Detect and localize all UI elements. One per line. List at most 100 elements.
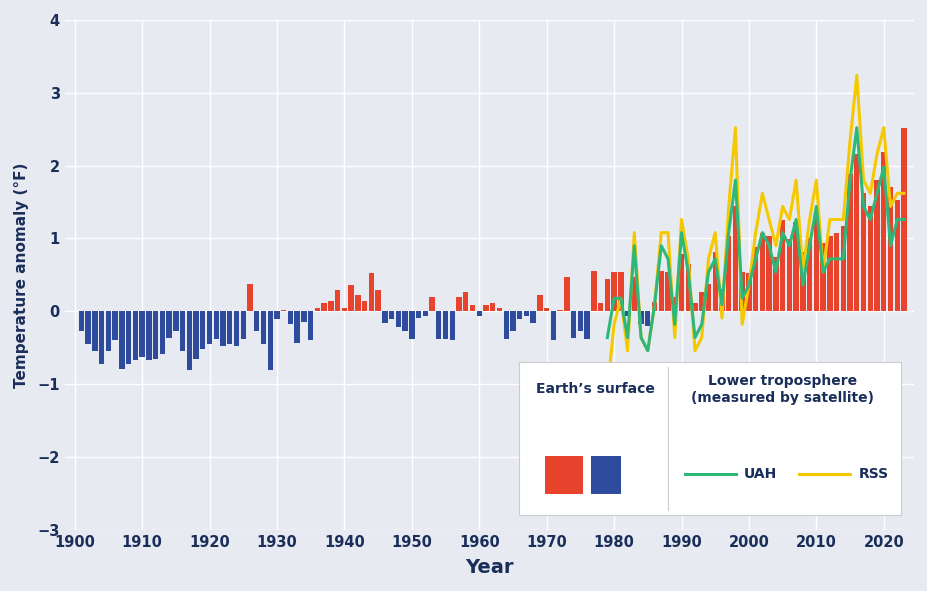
Bar — [388, 311, 394, 319]
X-axis label: Year: Year — [464, 558, 513, 577]
Bar — [604, 278, 609, 311]
Bar — [166, 311, 171, 337]
Bar — [867, 206, 872, 311]
Bar — [786, 239, 792, 311]
Bar — [348, 285, 353, 311]
Bar — [146, 311, 151, 360]
Bar — [281, 310, 286, 311]
Bar — [159, 311, 165, 353]
Text: UAH: UAH — [743, 467, 777, 481]
Bar — [550, 311, 555, 340]
Bar — [409, 311, 414, 339]
FancyBboxPatch shape — [544, 456, 582, 494]
Bar — [321, 303, 326, 311]
Bar — [362, 301, 367, 311]
Bar — [759, 233, 764, 311]
Bar — [638, 311, 643, 324]
Bar — [139, 311, 145, 357]
Bar — [873, 180, 879, 311]
Bar — [193, 311, 198, 359]
Bar — [611, 272, 616, 311]
Bar — [658, 271, 663, 311]
Bar — [678, 254, 683, 311]
Bar — [267, 311, 273, 371]
Bar — [557, 310, 563, 311]
Bar — [510, 311, 515, 331]
Bar — [503, 311, 508, 339]
Bar — [806, 238, 811, 311]
Bar — [644, 311, 650, 326]
Bar — [341, 308, 347, 311]
Bar — [213, 311, 219, 339]
Bar — [200, 311, 205, 349]
Bar — [772, 258, 778, 311]
Bar — [476, 311, 481, 316]
Bar — [220, 311, 225, 346]
Bar — [894, 200, 899, 311]
Bar — [274, 311, 279, 319]
Bar — [624, 311, 629, 316]
Bar — [530, 311, 535, 323]
Bar — [375, 290, 380, 311]
Bar — [240, 311, 246, 339]
Bar — [853, 154, 858, 311]
Bar — [402, 311, 407, 331]
Bar — [745, 274, 751, 311]
Bar — [254, 311, 260, 331]
Bar — [597, 303, 603, 311]
Bar — [355, 296, 361, 311]
Bar — [537, 296, 542, 311]
Bar — [543, 309, 549, 311]
Bar — [846, 174, 852, 311]
Bar — [287, 311, 293, 324]
Bar — [227, 311, 233, 344]
Bar — [766, 236, 771, 311]
Bar — [516, 311, 522, 319]
Bar — [335, 290, 340, 311]
Bar — [833, 233, 838, 311]
Bar — [799, 252, 805, 311]
Bar — [523, 311, 528, 316]
Bar — [819, 243, 825, 311]
Bar — [840, 226, 845, 311]
FancyBboxPatch shape — [518, 362, 900, 515]
Bar — [887, 187, 893, 311]
Bar — [442, 311, 448, 339]
Bar — [813, 217, 819, 311]
Bar — [779, 219, 784, 311]
Bar — [705, 284, 710, 311]
Bar — [99, 311, 104, 364]
Bar — [463, 292, 468, 311]
Bar — [308, 311, 313, 340]
Bar — [570, 311, 576, 337]
Bar — [739, 272, 744, 311]
Bar — [880, 152, 885, 311]
Bar — [725, 236, 730, 311]
Bar — [368, 274, 374, 311]
Bar — [577, 311, 582, 331]
Bar — [826, 236, 832, 311]
Bar — [314, 308, 320, 311]
Bar — [718, 289, 724, 311]
Bar — [651, 302, 656, 311]
Bar — [584, 311, 590, 339]
Bar — [449, 311, 454, 340]
Bar — [564, 277, 569, 311]
Bar — [860, 193, 865, 311]
Bar — [153, 311, 159, 359]
Bar — [496, 309, 502, 311]
Bar — [382, 311, 387, 323]
Bar — [85, 311, 91, 344]
Bar — [106, 311, 111, 350]
Bar — [692, 303, 697, 311]
Bar — [631, 277, 636, 311]
Bar — [422, 311, 427, 316]
Bar — [793, 222, 798, 311]
Bar — [234, 311, 239, 346]
FancyBboxPatch shape — [590, 456, 620, 494]
Bar — [732, 206, 737, 311]
Bar — [429, 297, 434, 311]
Text: Lower troposphere
(measured by satellite): Lower troposphere (measured by satellite… — [691, 374, 873, 405]
Bar — [328, 301, 333, 311]
Bar — [436, 311, 441, 339]
